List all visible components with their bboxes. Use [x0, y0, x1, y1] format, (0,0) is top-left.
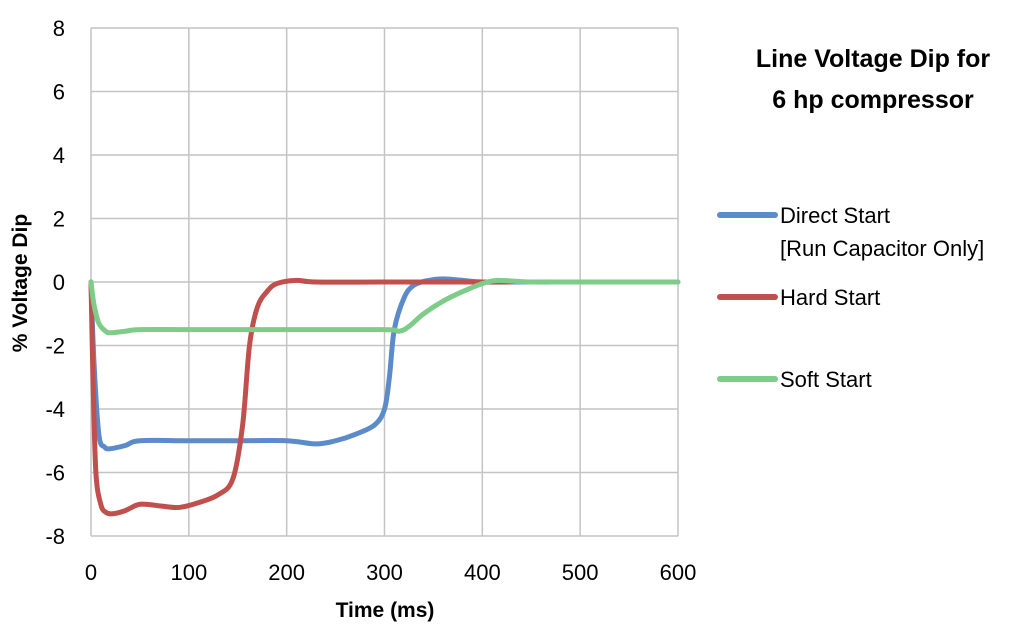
legend-label-direct-start: Direct Start — [780, 203, 890, 228]
series-line-soft-start — [88, 277, 681, 336]
x-tick-label-300: 300 — [366, 560, 403, 585]
y-tick-label-0: 0 — [53, 270, 65, 295]
x-tick-label-400: 400 — [464, 560, 501, 585]
legend-label-direct-start-line-2: [Run Capacitor Only] — [780, 236, 984, 261]
series-line-direct-start — [88, 276, 681, 452]
y-tick-label-4: 4 — [53, 143, 65, 168]
legend-item-soft-start: Soft Start — [717, 367, 872, 392]
x-tick-label-500: 500 — [562, 560, 599, 585]
y-tick-label-4: -4 — [45, 397, 65, 422]
y-tick-label-6: 6 — [53, 80, 65, 105]
legend-item-hard-start: Hard Start — [717, 285, 880, 310]
legend-label-soft-start: Soft Start — [780, 367, 872, 392]
tick-labels: 0 100 200 300 400 500 600 8 6 4 2 0 -2 -4 -6 -8 — [45, 16, 696, 585]
y-tick-label-8: 8 — [53, 16, 65, 41]
legend-label-hard-start: Hard Start — [780, 285, 880, 310]
y-tick-label-8: -8 — [45, 524, 65, 549]
legend: Direct Start [Run Capacitor Only] Hard S… — [717, 203, 984, 392]
y-axis-title: % Voltage Dip — [9, 214, 32, 352]
legend-item-direct-start: Direct Start [Run Capacitor Only] — [717, 203, 984, 261]
series-line-hard-start — [88, 277, 515, 517]
chart-title-line-1: Line Voltage Dip for — [756, 45, 991, 73]
y-tick-label-2: -2 — [45, 334, 65, 359]
x-axis-title: Time (ms) — [336, 599, 435, 622]
y-tick-label-2: 2 — [53, 207, 65, 232]
x-tick-label-100: 100 — [170, 560, 207, 585]
x-tick-label-0: 0 — [85, 560, 97, 585]
x-tick-label-600: 600 — [660, 560, 697, 585]
y-tick-label-6: -6 — [45, 461, 65, 486]
x-tick-label-200: 200 — [268, 560, 305, 585]
chart-title-line-2: 6 hp compressor — [772, 86, 974, 114]
series-lines — [88, 276, 681, 517]
